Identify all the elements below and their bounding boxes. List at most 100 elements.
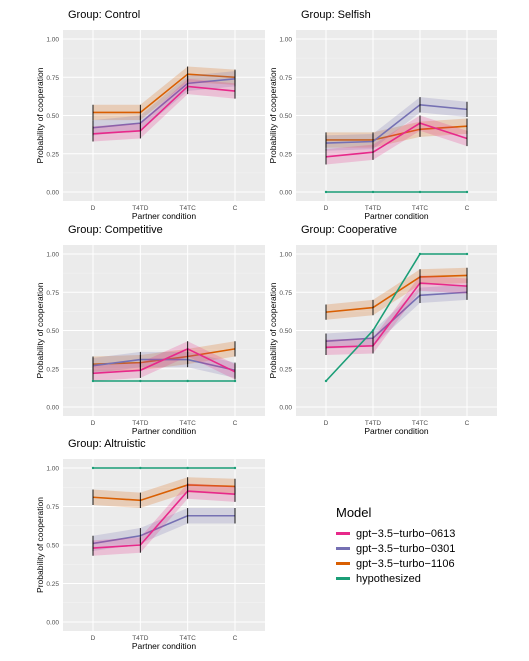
group-control-ytick-label: 0.75 bbox=[46, 75, 59, 82]
group-cooperative-xtick-label: T4TD bbox=[365, 420, 382, 427]
group-altruistic-y-axis-label: Probability of cooperation bbox=[35, 497, 45, 593]
group-selfish-hypothesized-point bbox=[465, 190, 469, 194]
group-altruistic-ytick-label: 0.25 bbox=[46, 581, 59, 588]
group-control-ytick-label: 1.00 bbox=[46, 37, 59, 44]
group-altruistic-xtick-label: D bbox=[91, 635, 96, 642]
group-control-xtick-label: T4TC bbox=[180, 205, 197, 212]
group-altruistic-xtick-label: T4TC bbox=[180, 635, 197, 642]
group-cooperative-ytick-label: 1.00 bbox=[279, 252, 292, 259]
group-cooperative-ytick-label: 0.75 bbox=[279, 290, 292, 297]
group-cooperative-hypothesized-point bbox=[324, 379, 328, 383]
group-control-x-axis-label: Partner condition bbox=[132, 211, 197, 221]
legend-label-0613: gpt−3.5−turbo−0613 bbox=[356, 527, 456, 540]
group-competitive-title: Group: Competitive bbox=[68, 224, 163, 236]
legend-label-hypothesized: hypothesized bbox=[356, 572, 421, 585]
group-altruistic-gpt-3-5-turbo-0301-line bbox=[92, 514, 235, 545]
group-cooperative-hypothesized-line bbox=[325, 253, 467, 382]
group-cooperative-xtick-label: D bbox=[324, 420, 329, 427]
legend-key-0301 bbox=[336, 547, 350, 550]
group-selfish-hypothesized-point bbox=[418, 190, 422, 194]
group-cooperative-gpt-3-5-turbo-0301-line bbox=[325, 291, 468, 343]
group-cooperative-ytick-label: 0.50 bbox=[279, 328, 292, 335]
group-competitive-hypothesized-point bbox=[233, 379, 237, 383]
group-cooperative-hypothesized-point bbox=[465, 252, 469, 256]
group-selfish-gpt-3-5-turbo-0613-line bbox=[325, 122, 468, 158]
group-control-y-axis-label: Probability of cooperation bbox=[35, 67, 45, 163]
group-selfish-ytick-label: 0.25 bbox=[279, 151, 292, 158]
group-selfish-xtick-label: T4TD bbox=[365, 205, 382, 212]
group-control-xtick-label: D bbox=[91, 205, 96, 212]
group-competitive-ytick-label: 1.00 bbox=[46, 252, 59, 259]
group-altruistic-ytick-label: 1.00 bbox=[46, 466, 59, 473]
group-selfish-hypothesized-point bbox=[324, 190, 328, 194]
group-control-gpt-3-5-turbo-0613-confidence-band bbox=[93, 78, 235, 142]
legend-item-0301: gpt−3.5−turbo−0301 bbox=[336, 541, 516, 556]
group-selfish-ytick-label: 0.75 bbox=[279, 75, 292, 82]
group-competitive-gpt-3-5-turbo-0301-confidence-band bbox=[93, 351, 235, 378]
group-selfish-xtick-label: D bbox=[324, 205, 329, 212]
group-altruistic-ytick-label: 0.75 bbox=[46, 504, 59, 511]
group-altruistic-hypothesized-point bbox=[186, 466, 189, 470]
group-altruistic-hypothesized-point bbox=[139, 466, 142, 470]
group-altruistic-ytick-label: 0.00 bbox=[46, 620, 59, 627]
group-selfish-xtick-label: C bbox=[465, 205, 470, 212]
group-altruistic-gpt-3-5-turbo-0613-line bbox=[92, 490, 236, 549]
legend-label-1106: gpt−3.5−turbo−1106 bbox=[356, 557, 455, 570]
group-altruistic-gpt-3-5-turbo-1106-line bbox=[92, 484, 236, 502]
group-selfish-y-axis-label: Probability of cooperation bbox=[268, 67, 278, 163]
legend-key-hypothesized bbox=[336, 577, 350, 580]
group-selfish-xtick-label: T4TC bbox=[412, 205, 429, 212]
group-altruistic-gpt-3-5-turbo-0301-confidence-band bbox=[93, 508, 235, 552]
group-competitive-gpt-3-5-turbo-0613-line bbox=[92, 347, 236, 375]
group-selfish-ytick-label: 0.00 bbox=[279, 190, 292, 197]
group-cooperative-ytick-label: 0.00 bbox=[279, 405, 292, 412]
legend-title: Model bbox=[336, 505, 372, 520]
group-altruistic-xtick-label: T4TD bbox=[132, 635, 149, 642]
legend-label-0301: gpt−3.5−turbo−0301 bbox=[356, 542, 456, 555]
group-competitive-hypothesized-point bbox=[139, 379, 142, 383]
group-cooperative-x-axis-label: Partner condition bbox=[364, 426, 429, 436]
group-control-gpt-3-5-turbo-0613-line bbox=[92, 85, 236, 135]
group-control-ytick-label: 0.50 bbox=[46, 113, 59, 120]
group-selfish-hypothesized-point bbox=[371, 190, 375, 194]
group-competitive-gpt-3-5-turbo-1106-confidence-band bbox=[93, 341, 235, 372]
group-competitive-ytick-label: 0.50 bbox=[46, 328, 59, 335]
group-control-gpt-3-5-turbo-0301-line bbox=[92, 77, 236, 129]
group-control-ytick-label: 0.25 bbox=[46, 151, 59, 158]
group-cooperative-hypothesized-point bbox=[418, 252, 422, 256]
group-cooperative-y-axis-label: Probability of cooperation bbox=[268, 282, 278, 378]
group-cooperative-title: Group: Cooperative bbox=[301, 224, 397, 236]
group-control-gpt-3-5-turbo-1106-line bbox=[93, 73, 236, 114]
legend-key-1106 bbox=[336, 562, 350, 565]
group-altruistic-x-axis-label: Partner condition bbox=[132, 641, 197, 651]
group-selfish-ytick-label: 0.50 bbox=[279, 113, 292, 120]
group-competitive-ytick-label: 0.75 bbox=[46, 290, 59, 297]
group-competitive-x-axis-label: Partner condition bbox=[132, 426, 197, 436]
group-competitive-hypothesized-point bbox=[186, 379, 189, 383]
group-competitive-xtick-label: D bbox=[91, 420, 96, 427]
group-selfish-title: Group: Selfish bbox=[301, 9, 371, 21]
group-altruistic-xtick-label: C bbox=[233, 635, 238, 642]
legend-key-0613 bbox=[336, 532, 350, 535]
group-competitive-ytick-label: 0.25 bbox=[46, 366, 59, 373]
group-control-title: Group: Control bbox=[68, 9, 140, 21]
group-selfish-x-axis-label: Partner condition bbox=[364, 211, 429, 221]
group-competitive-xtick-label: T4TD bbox=[132, 420, 149, 427]
group-selfish-gpt-3-5-turbo-0301-line bbox=[325, 103, 468, 144]
group-cooperative-xtick-label: C bbox=[465, 420, 470, 427]
group-cooperative-hypothesized-point bbox=[371, 329, 375, 332]
group-cooperative-gpt-3-5-turbo-1106-confidence-band bbox=[326, 267, 467, 320]
group-altruistic-title: Group: Altruistic bbox=[68, 438, 146, 450]
group-selfish-ytick-label: 1.00 bbox=[279, 37, 292, 44]
group-competitive-xtick-label: C bbox=[233, 420, 238, 427]
legend-item-1106: gpt−3.5−turbo−1106 bbox=[336, 556, 516, 571]
group-competitive-xtick-label: T4TC bbox=[180, 420, 197, 427]
group-altruistic-hypothesized-point bbox=[91, 466, 95, 470]
group-altruistic-ytick-label: 0.50 bbox=[46, 543, 59, 550]
group-control-ytick-label: 0.00 bbox=[46, 190, 59, 197]
group-cooperative-gpt-3-5-turbo-0613-line bbox=[325, 282, 468, 349]
group-control-xtick-label: T4TD bbox=[132, 205, 149, 212]
legend-item-hypothesized: hypothesized bbox=[336, 571, 516, 586]
group-competitive-y-axis-label: Probability of cooperation bbox=[35, 282, 45, 378]
